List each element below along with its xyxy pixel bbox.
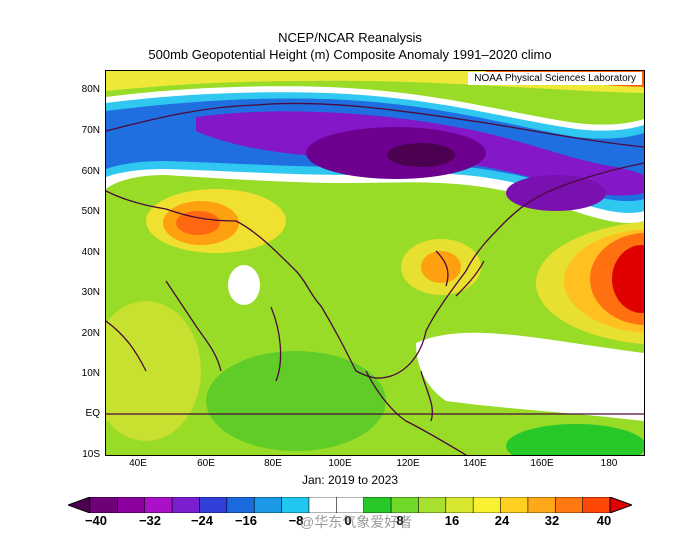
colorbar-swatch xyxy=(336,497,365,513)
lat-label-10n: 10N xyxy=(81,368,100,379)
field-south-green xyxy=(506,424,644,455)
lon-label-80e: 80E xyxy=(264,458,282,469)
lon-label-180: 180 xyxy=(600,458,618,469)
field-warm-west-core xyxy=(176,211,220,235)
colorbar-swatch xyxy=(500,497,529,513)
cbar-label-0: −40 xyxy=(84,513,108,528)
lon-label-120e: 120E xyxy=(396,458,420,469)
colorbar-swatch xyxy=(253,497,283,513)
colorbar-swatch xyxy=(171,497,201,513)
coastlines xyxy=(106,102,644,455)
colorbar-swatch xyxy=(472,497,502,513)
field-tropic-green xyxy=(206,351,386,451)
colorbar-swatch xyxy=(363,497,392,513)
cbar-label-5: 0 xyxy=(344,513,352,528)
field-purple-core-center xyxy=(387,143,455,167)
lat-label-60n: 60N xyxy=(81,166,100,177)
colorbar-swatch xyxy=(226,497,256,513)
cbar-label-8: 24 xyxy=(494,513,510,528)
lat-label-50n: 50N xyxy=(81,206,100,217)
colorbar-swatch xyxy=(390,497,420,513)
field-tibet-white xyxy=(228,265,260,305)
colorbar-swatch xyxy=(281,497,310,513)
field-tropic-yellow xyxy=(106,301,201,441)
colorbar-swatch xyxy=(308,497,338,513)
cbar-label-9: 32 xyxy=(544,513,560,528)
lat-label-10s: 10S xyxy=(82,449,100,460)
lat-label-eq: EQ xyxy=(85,408,100,419)
lat-label-20n: 20N xyxy=(81,328,100,339)
lon-label-140e: 140E xyxy=(463,458,487,469)
field-pacific-white xyxy=(416,332,644,421)
colorbar-swatch xyxy=(527,497,557,513)
lat-label-40n: 40N xyxy=(81,247,100,258)
field-warm-east-core xyxy=(421,251,461,283)
cbar-label-10: 40 xyxy=(596,513,612,528)
colorbar-arrow-left xyxy=(68,497,91,513)
chart-title: NCEP/NCAR Reanalysis xyxy=(278,30,422,45)
colorbar-swatch xyxy=(554,497,584,513)
colorbar xyxy=(68,497,632,513)
colorbar-arrow-right xyxy=(609,497,632,513)
colorbar-swatch xyxy=(144,497,173,513)
lon-label-40e: 40E xyxy=(129,458,147,469)
cbar-label-1: −32 xyxy=(138,513,162,528)
colorbar-swatch xyxy=(445,497,474,513)
colorbar-swatch xyxy=(582,497,611,513)
lat-label-30n: 30N xyxy=(81,287,100,298)
lon-label-60e: 60E xyxy=(197,458,215,469)
field-pacific-red-core xyxy=(612,245,644,313)
watermark: @华东气象爱好者 xyxy=(300,514,413,530)
cbar-label-3: −16 xyxy=(234,513,258,528)
colorbar-swatch xyxy=(199,497,228,513)
cbar-label-2: −24 xyxy=(190,513,214,528)
lon-label-100e: 100E xyxy=(328,458,352,469)
colorbar-swatch xyxy=(89,497,119,513)
lat-label-80n: 80N xyxy=(81,84,100,95)
chart-subtitle: 500mb Geopotential Height (m) Composite … xyxy=(148,47,552,62)
period-label: Jan: 2019 to 2023 xyxy=(301,473,399,487)
cbar-label-4: −8 xyxy=(288,513,304,528)
colorbar-swatch xyxy=(418,497,447,513)
colorbar-swatch xyxy=(117,497,146,513)
anomaly-field xyxy=(106,71,644,455)
map-panel: NOAA Physical Sciences Laboratory xyxy=(105,70,645,456)
cbar-label-7: 16 xyxy=(444,513,460,528)
lat-label-70n: 70N xyxy=(81,125,100,136)
field-purple-core-east xyxy=(506,175,606,211)
cbar-label-6: 8 xyxy=(396,513,404,528)
lon-label-160e: 160E xyxy=(530,458,554,469)
credit-label: NOAA Physical Sciences Laboratory xyxy=(468,72,642,85)
